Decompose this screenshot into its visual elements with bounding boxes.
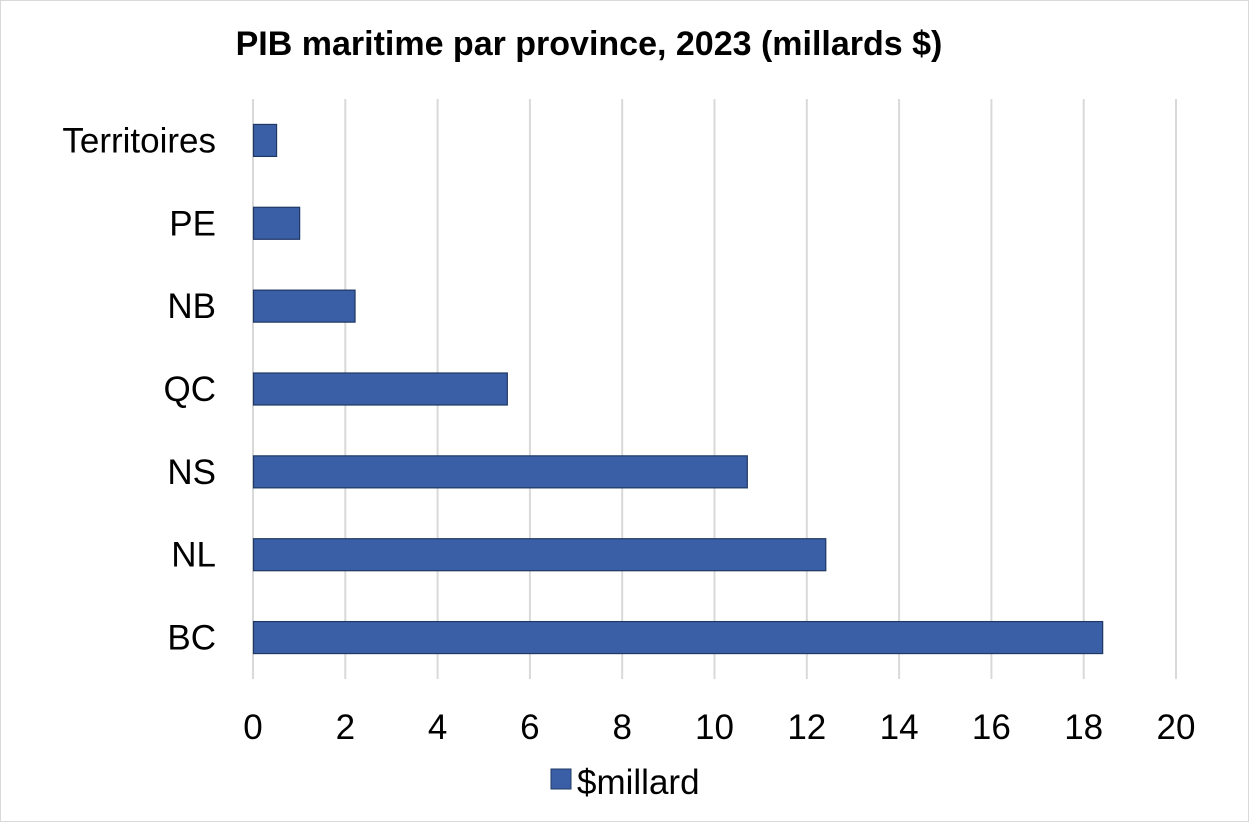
bar-nb xyxy=(252,289,356,323)
legend: $millard xyxy=(550,763,700,802)
bar-nl xyxy=(252,538,827,572)
x-tick-label-12: 12 xyxy=(787,708,826,747)
bar-pe xyxy=(252,206,301,240)
category-label-qc: QC xyxy=(164,370,217,409)
category-label-pe: PE xyxy=(169,204,216,243)
value-axis-tick-labels: 0 2 4 6 8 10 12 14 16 18 20 xyxy=(243,708,1195,747)
legend-label: $millard xyxy=(577,763,700,802)
x-tick-label-4: 4 xyxy=(428,708,447,747)
x-tick-label-2: 2 xyxy=(336,708,355,747)
category-label-ns: NS xyxy=(167,453,216,492)
x-tick-label-18: 18 xyxy=(1064,708,1103,747)
bars xyxy=(252,123,1104,655)
category-label-territoires: Territoires xyxy=(62,121,216,160)
gridlines xyxy=(252,99,1177,679)
bar-ns xyxy=(252,455,748,489)
bar-bc xyxy=(252,620,1104,655)
x-tick-label-8: 8 xyxy=(612,708,631,747)
x-tick-label-14: 14 xyxy=(880,708,919,747)
x-tick-label-10: 10 xyxy=(695,708,734,747)
category-label-nl: NL xyxy=(171,536,216,575)
chart-title: PIB maritime par province, 2023 (millard… xyxy=(236,25,943,63)
x-tick-label-20: 20 xyxy=(1157,708,1196,747)
category-axis-labels: BC NL NS QC NB PE Territoires xyxy=(62,121,216,657)
category-label-bc: BC xyxy=(167,619,216,658)
bar-qc xyxy=(252,372,508,406)
x-tick-label-0: 0 xyxy=(243,708,262,747)
bar-territoires xyxy=(252,123,278,158)
x-tick-label-16: 16 xyxy=(972,708,1011,747)
category-label-nb: NB xyxy=(167,287,216,326)
legend-swatch xyxy=(550,768,572,790)
x-tick-label-6: 6 xyxy=(520,708,539,747)
